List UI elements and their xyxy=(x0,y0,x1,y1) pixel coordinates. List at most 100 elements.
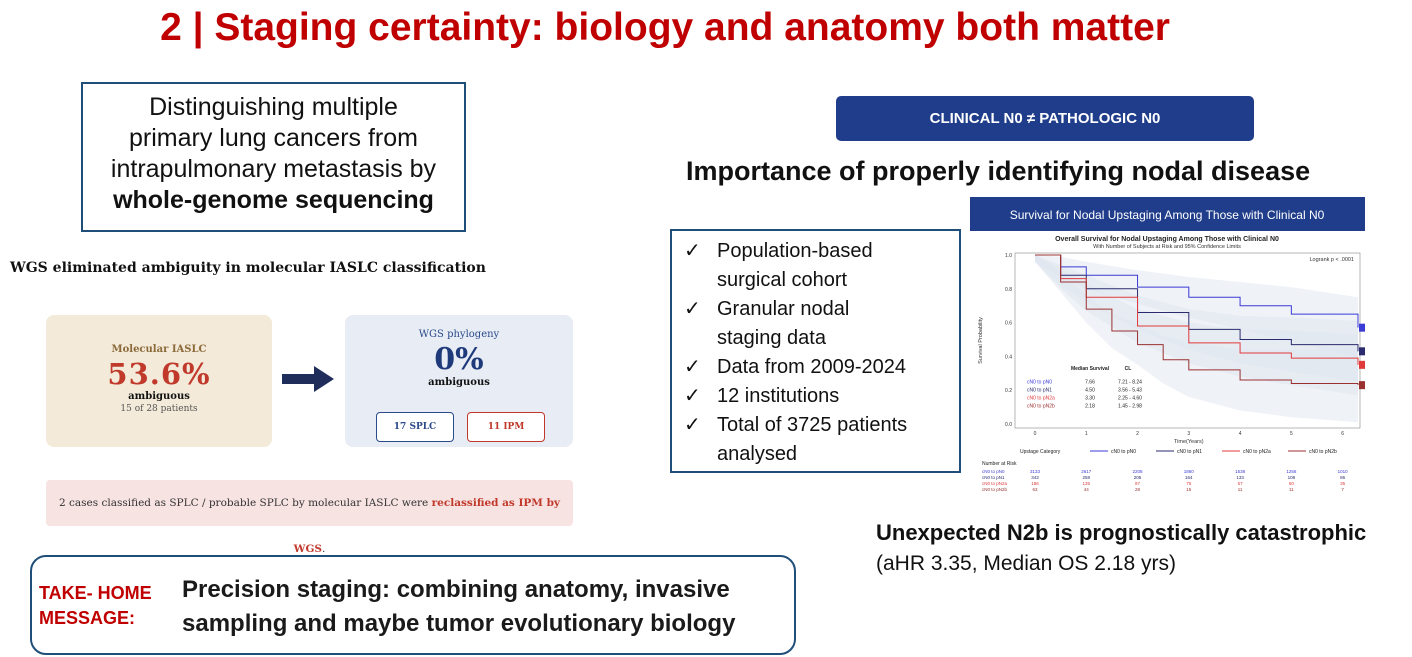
legend-label: cN0 to pN0 xyxy=(1111,449,1136,455)
checklist-item-line-1: 12 institutions xyxy=(717,385,840,407)
risk-value: 44 xyxy=(1084,487,1090,492)
median-row-label: cN0 to pN2a xyxy=(1027,395,1055,401)
take-home-label-line-1: TAKE- HOME xyxy=(39,583,152,603)
risk-value: 28 xyxy=(1135,487,1141,492)
risk-value: 11 xyxy=(1289,487,1294,492)
series-line-2 xyxy=(1035,254,1359,352)
take-home-message: Precision staging: combining anatomy, in… xyxy=(182,573,735,641)
checkmark-icon: ✓ xyxy=(684,240,701,262)
risk-value: 86 xyxy=(1340,475,1346,480)
risk-value: 164 xyxy=(1185,475,1193,480)
y-tick-label: 0.0 xyxy=(1005,422,1012,428)
checklist-item-line-1: Data from 2009-2024 xyxy=(717,356,907,378)
y-tick-label: 0.4 xyxy=(1005,354,1012,360)
risk-value: 15 xyxy=(1186,487,1192,492)
risk-value: 11 xyxy=(1238,487,1243,492)
checklist: ✓ Population-based surgical cohort ✓ Granula… xyxy=(672,231,959,469)
x-tick-label: 6 xyxy=(1341,431,1344,437)
risk-value: 343 xyxy=(1031,475,1039,480)
checklist-item: ✓ Total of 3725 patients analysed xyxy=(684,411,959,469)
risk-row-label: cN0 to pN2b xyxy=(982,487,1008,492)
risk-row-label: cN0 to pN2a xyxy=(982,481,1008,486)
risk-row-label: cN0 to pN0 xyxy=(982,469,1005,474)
series-end-tag xyxy=(1359,360,1365,369)
series-line-3 xyxy=(1035,254,1359,365)
chart-header: Survival for Nodal Upstaging Among Those… xyxy=(1010,208,1325,222)
risk-value: 205 xyxy=(1134,475,1142,480)
wgs-subtitle: WGS eliminated ambiguity in molecular IA… xyxy=(10,260,486,276)
x-tick-label: 4 xyxy=(1239,431,1242,437)
phy-card-value: 0% xyxy=(434,342,484,377)
checkmark-icon: ✓ xyxy=(684,356,701,378)
reclass-end: . xyxy=(322,543,326,555)
y-tick-label: 0.2 xyxy=(1005,388,1012,394)
reclass-highlight: reclassified as IPM by WGS xyxy=(293,497,561,555)
wgs-line-1: Distinguishing multiple xyxy=(149,93,398,121)
risk-value: 2617 xyxy=(1081,469,1092,474)
legend-label: cN0 to pN2b xyxy=(1309,449,1337,455)
risk-value: 186 xyxy=(1031,481,1039,486)
checklist-item-line-2: analysed xyxy=(717,443,798,465)
median-row-value: 7.66 xyxy=(1085,379,1095,385)
median-row-value: 2.18 xyxy=(1085,403,1095,409)
x-tick-label: 2 xyxy=(1136,431,1139,437)
chart-subtitle: With Number of Subjects at Risk and 95% … xyxy=(1093,244,1241,250)
reclassification-note: 2 cases classified as SPLC / probable SP… xyxy=(46,480,573,555)
risk-value: 108 xyxy=(1288,475,1296,480)
nodal-heading: Importance of properly identifying nodal… xyxy=(686,156,1311,186)
wgs-line-3: intrapulmonary metastasis by xyxy=(110,155,437,183)
risk-value: 1860 xyxy=(1184,469,1195,474)
risk-value: 50 xyxy=(1289,481,1295,486)
checklist-item-line-2: staging data xyxy=(717,327,826,349)
checklist-item-line-1: Total of 3725 patients xyxy=(717,414,908,436)
mol-card-ambiguous: ambiguous xyxy=(128,391,190,402)
wgs-phylogeny-card: WGS phylogeny 0% ambiguous 17 SPLC 11 IP… xyxy=(345,315,573,447)
legend-label: cN0 to pN1 xyxy=(1177,449,1202,455)
risk-value: 7 xyxy=(1341,487,1344,492)
median-row-cl: 2.25 - 4.60 xyxy=(1118,395,1142,401)
risk-value: 1256 xyxy=(1286,469,1297,474)
risk-value: 3133 xyxy=(1030,469,1041,474)
take-home-box: TAKE- HOME MESSAGE: Precision staging: c… xyxy=(30,555,796,655)
cl-header: CL xyxy=(1125,366,1132,372)
risk-value: 133 xyxy=(1236,475,1244,480)
mol-card-count: 15 of 28 patients xyxy=(120,404,198,414)
checklist-item: ✓ 12 institutions xyxy=(684,382,959,411)
y-tick-label: 0.8 xyxy=(1005,287,1012,293)
risk-value: 97 xyxy=(1135,481,1141,486)
median-row-label: cN0 to pN2b xyxy=(1027,403,1055,409)
mol-card-value: 53.6% xyxy=(107,357,211,391)
chart-title: Overall Survival for Nodal Upstaging Amo… xyxy=(1055,236,1279,243)
take-home-line-1: Precision staging: combining anatomy, in… xyxy=(182,576,730,603)
legend-title: Upstage Category xyxy=(1020,449,1061,455)
phy-card-ambiguous: ambiguous xyxy=(428,377,490,388)
take-home-label-line-2: MESSAGE: xyxy=(39,608,136,628)
median-row-value: 3.30 xyxy=(1085,395,1095,401)
series-line-4 xyxy=(1035,254,1359,386)
x-axis-label: Time(Years) xyxy=(1174,439,1204,445)
series-line-1 xyxy=(1035,254,1359,328)
n2b-conclusion: Unexpected N2b is prognostically catastr… xyxy=(876,520,1367,545)
y-axis-label: Survival Probability xyxy=(978,317,984,364)
risk-title: Number at Risk xyxy=(982,461,1017,467)
slide-title: 2 | Staging certainty: biology and anato… xyxy=(160,6,1170,49)
right-arrow-icon xyxy=(282,366,334,392)
median-row-cl: 1.45 - 2.98 xyxy=(1118,403,1142,409)
checklist-item-line-2: surgical cohort xyxy=(717,269,848,291)
risk-value: 57 xyxy=(1238,481,1244,486)
cohort-checklist: ✓ Population-based surgical cohort ✓ Granula… xyxy=(670,229,961,473)
logrank-label: Logrank p < .0001 xyxy=(1310,257,1355,263)
chart-header-bar xyxy=(970,197,1365,231)
take-home-label: TAKE- HOME MESSAGE: xyxy=(39,581,152,631)
ipm-pill: 11 IPM xyxy=(467,412,545,442)
take-home-line-2: sampling and maybe tumor evolutionary bi… xyxy=(182,610,736,637)
risk-value: 1538 xyxy=(1235,469,1246,474)
series-end-tag xyxy=(1359,347,1365,356)
checkmark-icon: ✓ xyxy=(684,298,701,320)
median-row-cl: 7.21 - 8.24 xyxy=(1118,379,1142,385)
plot-frame xyxy=(1014,252,1361,429)
median-row-cl: 3.56 - 5.43 xyxy=(1118,387,1142,393)
checklist-item-line-1: Granular nodal xyxy=(717,298,850,320)
legend-label: cN0 to pN2a xyxy=(1243,449,1271,455)
splc-pill: 17 SPLC xyxy=(376,412,454,442)
